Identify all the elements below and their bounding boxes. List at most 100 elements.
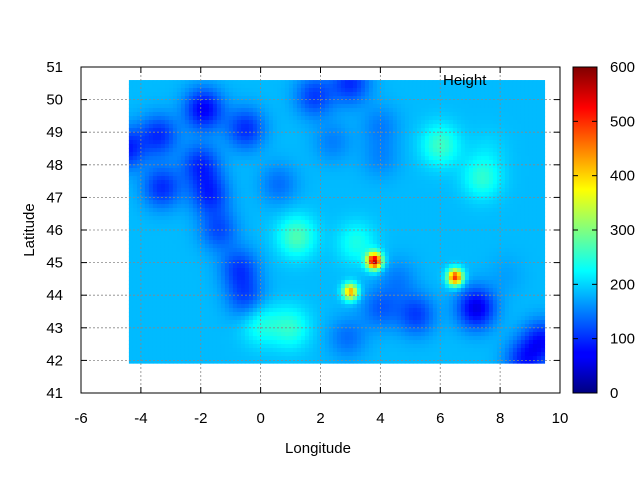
heatmap-cell [148, 164, 154, 169]
heatmap-cell [288, 164, 294, 169]
heatmap-cell [140, 196, 146, 201]
heatmap-cell [476, 176, 482, 181]
heatmap-cell [480, 208, 486, 213]
heatmap-cell [320, 148, 326, 153]
heatmap-cell [508, 104, 514, 109]
heatmap-cell [176, 120, 182, 125]
heatmap-cell [284, 176, 290, 181]
heatmap-cell [476, 256, 482, 261]
heatmap-cell [484, 208, 490, 213]
heatmap-cell [156, 248, 162, 253]
heatmap-cell [484, 132, 490, 137]
heatmap-cell [348, 220, 354, 225]
heatmap-cell [196, 96, 202, 101]
heatmap-cell [508, 120, 514, 125]
heatmap-cell [400, 96, 406, 101]
heatmap-cell [512, 236, 518, 241]
heatmap-cell [532, 140, 538, 145]
heatmap-cell [128, 236, 134, 241]
heatmap-cell [524, 248, 530, 253]
heatmap-cell [400, 192, 406, 197]
heatmap-cell [252, 120, 258, 125]
heatmap-cell [260, 144, 266, 149]
heatmap-cell [456, 216, 462, 221]
heatmap-cell [256, 232, 262, 237]
heatmap-cell [368, 152, 374, 157]
heatmap-cell [172, 136, 178, 141]
heatmap-cell [220, 248, 226, 253]
heatmap-cell [420, 160, 426, 165]
heatmap-cell [368, 88, 374, 93]
heatmap-cell [444, 96, 450, 101]
heatmap-cell [308, 116, 314, 121]
heatmap-cell [324, 268, 330, 273]
heatmap-cell [328, 268, 334, 273]
heatmap-cell [204, 252, 210, 257]
heatmap-cell [308, 256, 314, 261]
heatmap-cell [240, 268, 246, 273]
heatmap-cell [304, 200, 310, 205]
heatmap-cell [536, 220, 542, 225]
heatmap-cell [308, 176, 314, 181]
heatmap-cell [288, 88, 294, 93]
heatmap-cell [320, 96, 326, 101]
heatmap-cell [220, 160, 226, 165]
heatmap-cell [364, 140, 370, 145]
heatmap-cell [164, 176, 170, 181]
heatmap-cell [484, 92, 490, 97]
heatmap-cell [364, 260, 370, 265]
heatmap-cell [504, 116, 510, 121]
heatmap-cell [156, 160, 162, 165]
heatmap-cell [336, 128, 342, 133]
heatmap-cell [492, 200, 498, 205]
heatmap-cell [220, 112, 226, 117]
heatmap-cell [404, 220, 410, 225]
heatmap-cell [200, 188, 206, 193]
heatmap-cell [208, 172, 214, 177]
heatmap-cell [184, 256, 190, 261]
heatmap-cell [352, 244, 358, 249]
heatmap-cell [520, 256, 526, 261]
heatmap-cell [208, 216, 214, 221]
heatmap-cell [232, 92, 238, 97]
heatmap-cell [176, 104, 182, 109]
heatmap-cell [508, 140, 514, 145]
heatmap-cell [412, 96, 418, 101]
heatmap-cell [260, 140, 266, 145]
heatmap-cell [424, 84, 430, 89]
heatmap-cell [444, 256, 450, 261]
heatmap-cell [368, 196, 374, 201]
heatmap-cell [244, 220, 250, 225]
heatmap-cell [128, 172, 134, 177]
heatmap-cell [288, 172, 294, 177]
heatmap-cell [492, 132, 498, 137]
heatmap-cell [184, 252, 190, 257]
heatmap-cell [128, 180, 134, 185]
heatmap-cell [460, 120, 466, 125]
heatmap-cell [392, 244, 398, 249]
heatmap-cell [476, 148, 482, 153]
heatmap-cell [228, 136, 234, 141]
heatmap-cell [128, 224, 134, 229]
heatmap-cell [208, 260, 214, 265]
heatmap-cell [472, 116, 478, 121]
heatmap-cell [456, 104, 462, 109]
heatmap-layer [128, 80, 546, 364]
heatmap-cell [340, 164, 346, 169]
heatmap-cell [432, 208, 438, 213]
heatmap-cell [164, 212, 170, 217]
heatmap-cell [244, 156, 250, 161]
heatmap-cell [536, 224, 542, 229]
heatmap-cell [408, 156, 414, 161]
heatmap-cell [200, 148, 206, 153]
heatmap-cell [336, 164, 342, 169]
heatmap-cell [496, 152, 502, 157]
heatmap-cell [184, 120, 190, 125]
heatmap-cell [268, 184, 274, 189]
heatmap-cell [128, 116, 134, 121]
heatmap-cell [512, 140, 518, 145]
heatmap-cell [164, 152, 170, 157]
heatmap-cell [400, 132, 406, 137]
heatmap-cell [504, 128, 510, 133]
heatmap-cell [360, 208, 366, 213]
